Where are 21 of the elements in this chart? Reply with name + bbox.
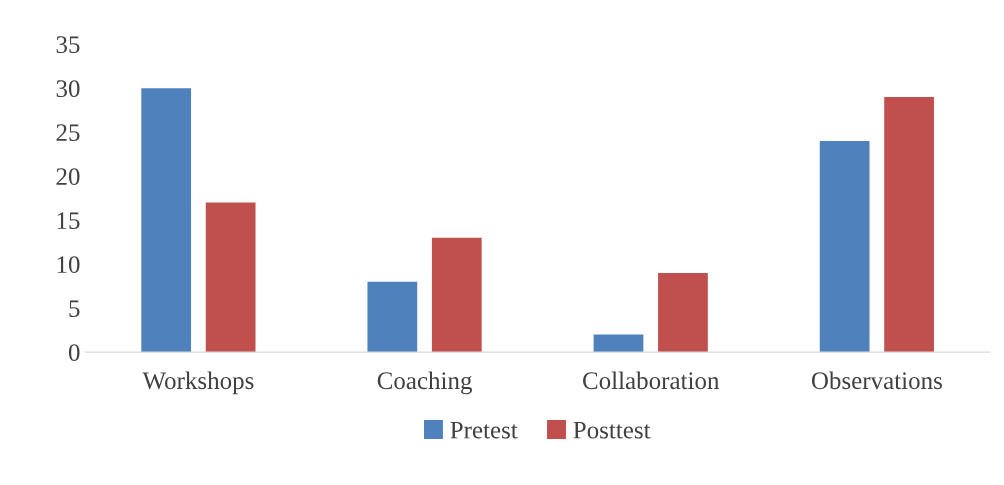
y-tick-label: 10 — [57, 256, 80, 274]
bar — [205, 202, 256, 353]
bar — [431, 237, 482, 353]
x-tick-label: Coaching — [377, 371, 472, 395]
legend-label: Pretest — [450, 421, 518, 439]
x-tick-label: Collaboration — [583, 371, 720, 390]
y-tick-label: 15 — [57, 212, 80, 230]
y-tick-label: 5 — [69, 300, 80, 318]
bar — [819, 140, 870, 353]
y-tick-label: 35 — [56, 36, 80, 54]
y-tick-label: 20 — [56, 168, 80, 186]
legend-label: Posttest — [573, 421, 651, 439]
x-tick-label: Workshops — [142, 371, 254, 395]
bar — [367, 281, 418, 353]
bar — [141, 88, 192, 353]
y-tick-label: 0 — [68, 344, 80, 362]
y-tick-label: 30 — [56, 80, 80, 98]
x-tick-label: Observations — [811, 371, 942, 390]
bar — [884, 96, 934, 353]
bar — [658, 272, 708, 353]
y-tick-label: 25 — [56, 124, 80, 142]
